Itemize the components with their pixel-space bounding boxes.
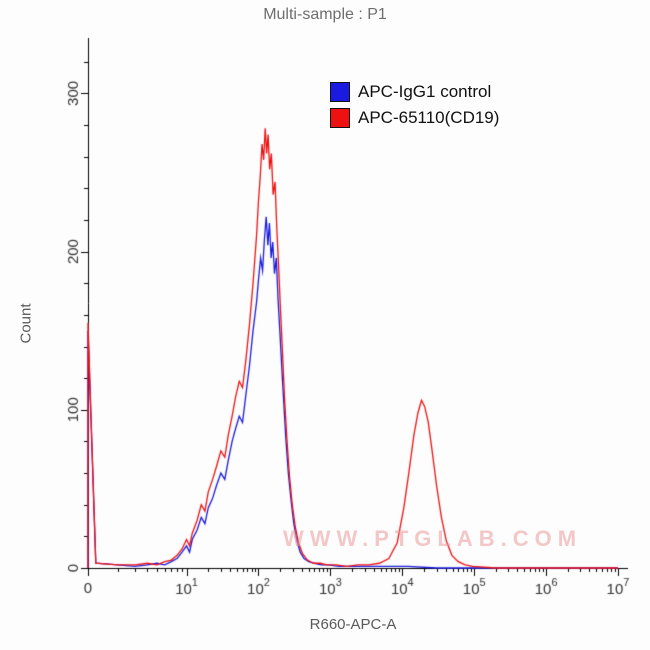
legend-label-cd19: APC-65110(CD19) [358,108,500,127]
y-axis-label: Count [17,303,35,344]
legend-row-control: APC-IgG1 control [330,82,499,102]
legend-label-control: APC-IgG1 control [358,82,492,101]
x-axis-label: R660-APC-A [309,616,397,633]
legend-row-cd19: APC-65110(CD19) [330,108,499,128]
legend-swatch-control [330,82,350,102]
legend-swatch-cd19 [330,108,350,128]
legend: APC-IgG1 control APC-65110(CD19) [330,82,499,128]
chart-title: Multi-sample : P1 [263,6,387,23]
